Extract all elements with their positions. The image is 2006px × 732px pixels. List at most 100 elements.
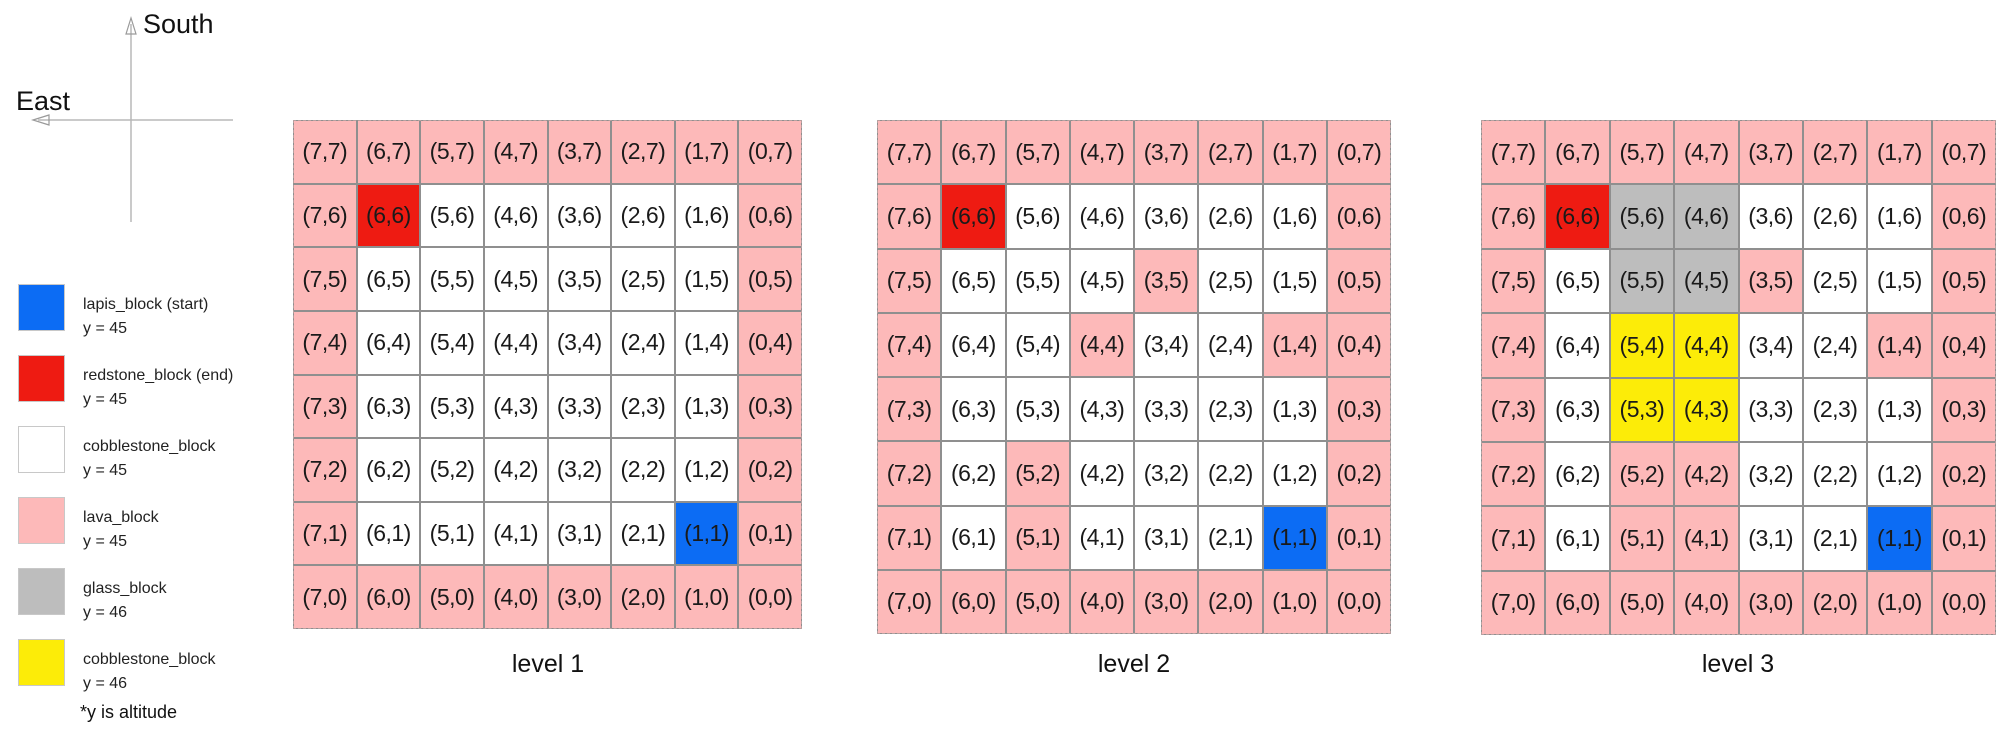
legend-item-altitude: y = 45 [83,391,128,408]
grid-cell-lava: (7,5) [1482,249,1545,313]
grid-cell-cobblestone: (3,4) [1739,314,1802,377]
grid-cell-cobblestone: (3,6) [548,184,611,247]
grid-cell-lava: (5,2) [1006,442,1069,505]
grid-cell-cobblestone: (2,3) [1803,378,1867,441]
grid-cell-lava: (1,0) [1263,570,1326,633]
grid-cell-lava: (0,1) [1327,506,1390,569]
grid-cell-cobblestone: (5,5) [421,248,483,310]
grid-cell-lava: (0,4) [739,311,801,374]
grid-cell-cobblestone: (6,3) [942,378,1005,441]
legend-item-altitude: y = 45 [83,462,128,479]
grid-cell-lava: (3,5) [1739,249,1802,313]
grid-cell-cobblestone: (2,5) [612,248,674,310]
grid-cell-lava: (2,7) [1199,121,1262,184]
grid-cell-lava: (0,2) [1932,442,1995,506]
grid-cell-cobblestone: (1,4) [675,311,738,374]
grid-cell-cobblestone: (6,5) [942,249,1005,312]
legend-swatch-lapis [18,284,65,331]
grid-cell-lava: (0,5) [1932,249,1995,313]
grid-cell-cobblestone: (3,2) [548,439,611,501]
grid-cell-cobblestone: (6,3) [357,375,420,438]
grid-cell-lava: (3,5) [1135,249,1198,312]
grid-cell-cobblestone: (4,1) [1070,506,1133,569]
grid-cell-lava: (5,1) [1006,506,1069,569]
grid-cell-cobblestone: (3,3) [1135,378,1198,441]
legend-swatch-cobblestone-raised [18,639,65,686]
level-3-grid: (7,7) (6,7) (5,7) (4,7) (3,7) (2,7) (1,7) (0,7)… [1481,120,1996,635]
grid-cell-cobblestone: (4,5) [1070,249,1133,312]
legend-swatch-glass [18,568,65,615]
grid-cell-lava: (0,5) [739,248,801,310]
legend-item-cobblestone: cobblestone_block y = 45 [18,426,288,479]
grid-cell-lava: (4,1) [1675,507,1738,570]
grid-cell-redstone: (6,6) [1546,185,1609,248]
grid-cell-cobblestone: (4,6) [1070,185,1133,248]
legend-item-glass: glass_block y = 46 [18,568,288,621]
grid-cell-lapis: (1,1) [675,502,738,565]
legend-item-altitude: y = 45 [83,320,128,337]
grid-cell-cobblestone: (4,6) [484,184,547,247]
grid-cell-cobblestone: (3,6) [1135,185,1198,248]
grid-cell-lava: (2,0) [612,566,674,628]
grid-cell-cobblestone: (2,1) [612,502,674,565]
legend-item-cobblestone-raised: cobblestone_block y = 46 [18,639,288,692]
legend-swatch-redstone [18,355,65,402]
grid-cell-cobblestone: (2,2) [612,439,674,501]
grid-cell-lava: (0,2) [1327,442,1390,505]
grid-cell-cobblestone: (1,6) [675,184,738,247]
grid-cell-cobblestone: (2,1) [1803,507,1867,570]
grid-cell-lava: (0,5) [1327,249,1390,312]
grid-cell-cobblestone-raised: (5,4) [1610,314,1674,377]
grid-cell-cobblestone: (2,6) [612,184,674,247]
grid-cell-lava: (5,7) [1006,121,1069,184]
grid-cell-lava: (0,3) [1327,378,1390,441]
grid-cell-cobblestone: (6,2) [942,442,1005,505]
grid-cell-cobblestone: (1,3) [1868,378,1931,441]
grid-cell-lava: (4,0) [484,566,547,628]
grid-cell-lava: (7,7) [294,121,356,183]
grid-cell-lava: (5,1) [1610,507,1674,570]
grid-cell-cobblestone: (3,2) [1739,442,1802,506]
grid-cell-cobblestone: (3,2) [1135,442,1198,505]
legend-item-name: redstone_block (end) [83,367,234,384]
grid-cell-lava: (7,0) [878,570,941,633]
grid-cell-lava: (7,3) [1482,378,1545,441]
grid-cell-cobblestone: (1,3) [1263,378,1326,441]
grid-cell-cobblestone: (1,5) [1263,249,1326,312]
grid-cell-redstone: (6,6) [942,185,1005,248]
grid-cell-cobblestone: (4,3) [484,375,547,438]
grid-cell-lava: (5,2) [1610,442,1674,506]
grid-cell-cobblestone: (6,2) [1546,442,1609,506]
grid-cell-lava: (1,4) [1868,314,1931,377]
grid-cell-cobblestone: (2,3) [612,375,674,438]
grid-cell-cobblestone: (2,1) [1199,506,1262,569]
grid-cell-lava: (7,3) [878,378,941,441]
grid-cell-cobblestone: (6,1) [357,502,420,565]
grid-cell-lava: (7,4) [878,313,941,376]
grid-cell-lapis: (1,1) [1868,507,1931,570]
grid-cell-cobblestone: (3,4) [548,311,611,374]
grid-cell-cobblestone: (6,2) [357,439,420,501]
grid-cell-lava: (6,7) [1546,121,1609,184]
grid-cell-lava: (0,0) [1327,570,1390,633]
grid-cell-cobblestone: (4,1) [484,502,547,565]
legend-swatch-lava [18,497,65,544]
grid-cell-lava: (3,0) [1135,570,1198,633]
grid-cell-cobblestone: (2,2) [1803,442,1867,506]
grid-cell-cobblestone: (5,3) [421,375,483,438]
grid-cell-lapis: (1,1) [1263,506,1326,569]
grid-cell-cobblestone: (6,4) [357,311,420,374]
grid-cell-glass: (5,6) [1610,185,1674,248]
grid-cell-lava: (4,7) [484,121,547,183]
grid-cell-lava: (6,0) [1546,571,1609,634]
grid-cell-cobblestone: (5,4) [1006,313,1069,376]
grid-cell-lava: (6,0) [357,566,420,628]
legend-item-redstone: redstone_block (end) y = 45 [18,355,288,408]
grid-cell-lava: (2,0) [1199,570,1262,633]
grid-cell-lava: (0,3) [1932,378,1995,441]
grid-cell-cobblestone: (3,1) [1739,507,1802,570]
legend-item-name: cobblestone_block [83,438,216,455]
grid-cell-cobblestone: (3,1) [1135,506,1198,569]
grid-cell-lava: (7,2) [878,442,941,505]
level-1-label: level 1 [511,650,585,678]
